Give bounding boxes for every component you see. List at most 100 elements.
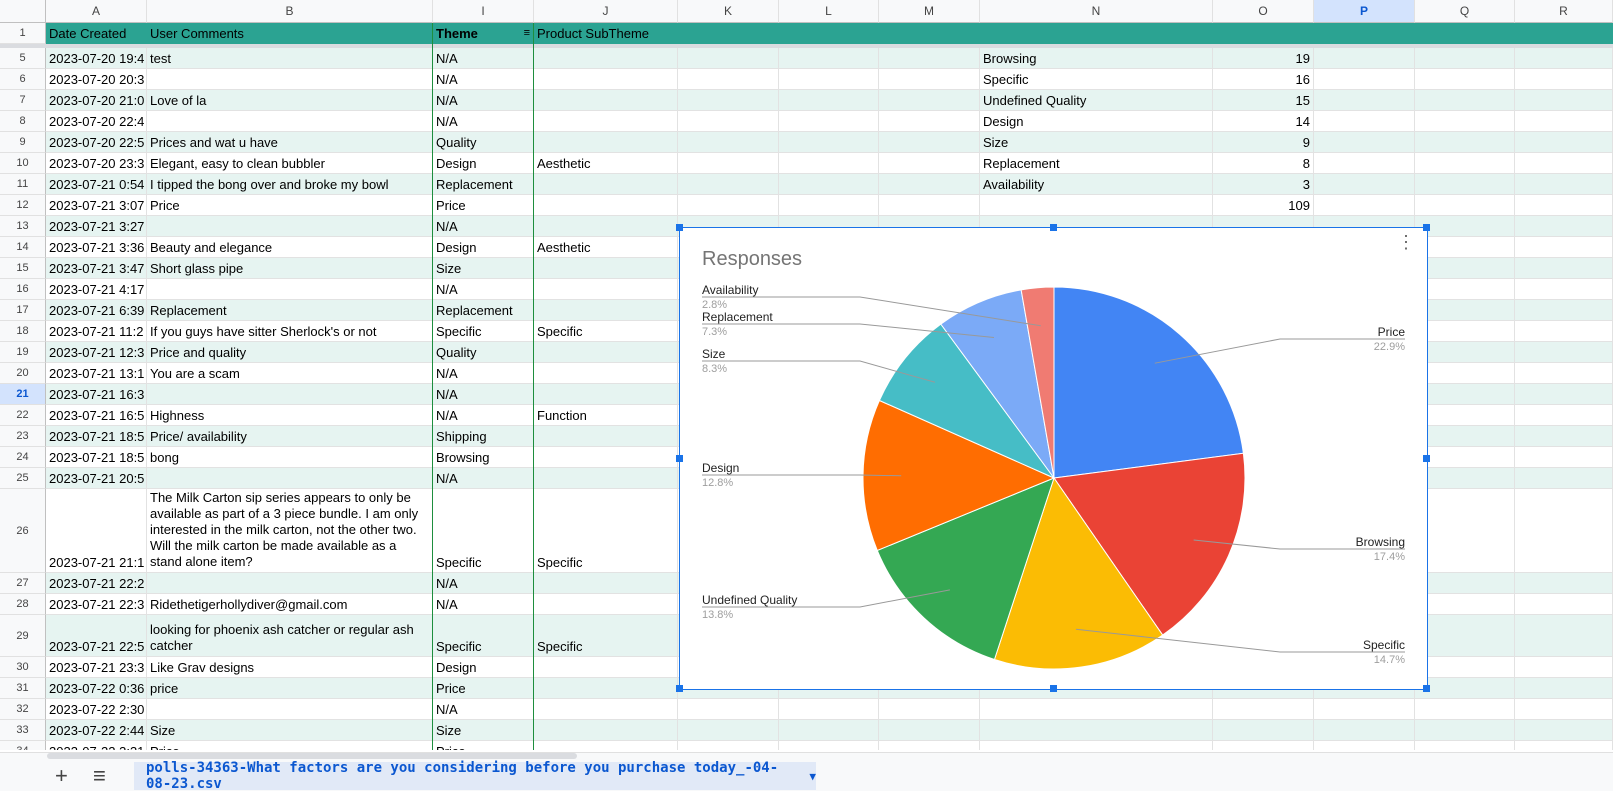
frozen-row-divider[interactable] bbox=[0, 44, 1613, 48]
table-cell[interactable]: 8 bbox=[1213, 153, 1314, 174]
table-cell[interactable]: price bbox=[147, 678, 433, 699]
table-cell[interactable] bbox=[534, 132, 678, 153]
column-header-k[interactable]: K bbox=[678, 0, 779, 23]
resize-handle[interactable] bbox=[1423, 685, 1430, 692]
table-cell[interactable]: 2023-07-21 18:5 bbox=[46, 447, 147, 468]
table-cell[interactable]: 2023-07-21 22:2 bbox=[46, 573, 147, 594]
table-cell[interactable]: 2023-07-20 22:5 bbox=[46, 132, 147, 153]
row-header[interactable]: 5 bbox=[0, 48, 46, 69]
table-cell[interactable] bbox=[1415, 615, 1515, 657]
table-cell[interactable]: Undefined Quality bbox=[980, 90, 1213, 111]
more-options-icon[interactable]: ⋮ bbox=[1397, 232, 1415, 252]
sheet-tab-dropdown-icon[interactable]: ▼ bbox=[809, 769, 816, 783]
table-cell[interactable]: 2023-07-21 20:5 bbox=[46, 468, 147, 489]
column-header-p[interactable]: P bbox=[1314, 0, 1415, 23]
table-cell[interactable] bbox=[678, 741, 779, 750]
row-header[interactable]: 6 bbox=[0, 69, 46, 90]
table-cell[interactable]: N/A bbox=[433, 384, 534, 405]
table-cell[interactable] bbox=[147, 69, 433, 90]
table-cell[interactable] bbox=[1415, 48, 1515, 69]
table-cell[interactable]: I tipped the bong over and broke my bowl bbox=[147, 174, 433, 195]
table-cell[interactable] bbox=[534, 216, 678, 237]
table-cell[interactable] bbox=[779, 741, 879, 750]
table-cell[interactable] bbox=[1415, 447, 1515, 468]
table-cell[interactable]: Ridethetigerhollydiver@gmail.com bbox=[147, 594, 433, 615]
table-cell[interactable] bbox=[1515, 678, 1613, 699]
table-cell[interactable] bbox=[1515, 405, 1613, 426]
table-cell[interactable] bbox=[779, 69, 879, 90]
table-cell[interactable] bbox=[1515, 384, 1613, 405]
table-cell[interactable] bbox=[1415, 468, 1515, 489]
row-header[interactable]: 22 bbox=[0, 405, 46, 426]
column-header-r[interactable]: R bbox=[1515, 0, 1613, 23]
table-cell[interactable]: Size bbox=[433, 258, 534, 279]
table-cell[interactable]: Browsing bbox=[980, 48, 1213, 69]
table-cell[interactable] bbox=[779, 132, 879, 153]
table-cell[interactable] bbox=[1415, 279, 1515, 300]
pie-chart[interactable]: Responses ⋮ Price 22.9% Browsing 17.4% Speci… bbox=[676, 224, 1430, 692]
table-cell[interactable]: 2023-07-21 3:47 bbox=[46, 258, 147, 279]
resize-handle[interactable] bbox=[676, 454, 683, 462]
table-cell[interactable] bbox=[1314, 48, 1415, 69]
table-cell[interactable]: 2023-07-21 4:17 bbox=[46, 279, 147, 300]
header-cell[interactable] bbox=[1314, 23, 1415, 44]
table-cell[interactable] bbox=[1314, 132, 1415, 153]
table-cell[interactable] bbox=[779, 48, 879, 69]
table-cell[interactable]: N/A bbox=[433, 279, 534, 300]
table-cell[interactable] bbox=[1515, 321, 1613, 342]
table-cell[interactable]: 2023-07-21 16:5 bbox=[46, 405, 147, 426]
header-cell[interactable] bbox=[879, 23, 980, 44]
column-header-b[interactable]: B bbox=[147, 0, 433, 23]
row-header[interactable]: 9 bbox=[0, 132, 46, 153]
table-cell[interactable] bbox=[1314, 741, 1415, 750]
table-cell[interactable] bbox=[1314, 174, 1415, 195]
table-cell[interactable]: Availability bbox=[980, 174, 1213, 195]
table-cell[interactable] bbox=[534, 678, 678, 699]
table-cell[interactable] bbox=[1515, 699, 1613, 720]
table-cell[interactable] bbox=[1515, 363, 1613, 384]
row-header[interactable]: 29 bbox=[0, 615, 46, 657]
table-cell[interactable] bbox=[879, 48, 980, 69]
table-cell[interactable] bbox=[1515, 741, 1613, 750]
add-sheet-icon[interactable]: + bbox=[55, 763, 68, 788]
table-cell[interactable] bbox=[1314, 69, 1415, 90]
table-cell[interactable] bbox=[779, 195, 879, 216]
table-cell[interactable] bbox=[879, 174, 980, 195]
header-cell[interactable] bbox=[980, 23, 1213, 44]
table-cell[interactable] bbox=[1415, 237, 1515, 258]
table-cell[interactable] bbox=[678, 174, 779, 195]
table-cell[interactable] bbox=[1515, 174, 1613, 195]
table-cell[interactable] bbox=[879, 132, 980, 153]
table-cell[interactable] bbox=[678, 195, 779, 216]
table-cell[interactable] bbox=[1515, 111, 1613, 132]
table-cell[interactable] bbox=[1415, 363, 1515, 384]
table-cell[interactable] bbox=[879, 195, 980, 216]
table-cell[interactable] bbox=[779, 90, 879, 111]
row-header[interactable]: 1 bbox=[0, 23, 46, 44]
table-cell[interactable]: Design bbox=[433, 237, 534, 258]
table-cell[interactable] bbox=[779, 699, 879, 720]
table-cell[interactable]: Price bbox=[433, 195, 534, 216]
table-cell[interactable] bbox=[534, 258, 678, 279]
table-cell[interactable]: Quality bbox=[433, 342, 534, 363]
row-header[interactable]: 25 bbox=[0, 468, 46, 489]
header-cell[interactable] bbox=[1213, 23, 1314, 44]
table-cell[interactable]: N/A bbox=[433, 48, 534, 69]
table-cell[interactable] bbox=[1415, 720, 1515, 741]
table-cell[interactable] bbox=[1415, 426, 1515, 447]
table-cell[interactable] bbox=[980, 741, 1213, 750]
table-cell[interactable] bbox=[879, 90, 980, 111]
table-cell[interactable] bbox=[1415, 342, 1515, 363]
table-cell[interactable] bbox=[779, 720, 879, 741]
table-cell[interactable]: 2023-07-21 22:3 bbox=[46, 594, 147, 615]
table-cell[interactable] bbox=[534, 174, 678, 195]
table-cell[interactable] bbox=[147, 468, 433, 489]
table-cell[interactable] bbox=[1515, 153, 1613, 174]
table-cell[interactable]: Design bbox=[980, 111, 1213, 132]
table-cell[interactable] bbox=[1314, 720, 1415, 741]
table-cell[interactable]: Specific bbox=[433, 321, 534, 342]
table-cell[interactable] bbox=[534, 720, 678, 741]
row-header[interactable]: 30 bbox=[0, 657, 46, 678]
table-cell[interactable] bbox=[678, 111, 779, 132]
resize-handle[interactable] bbox=[1423, 224, 1430, 231]
